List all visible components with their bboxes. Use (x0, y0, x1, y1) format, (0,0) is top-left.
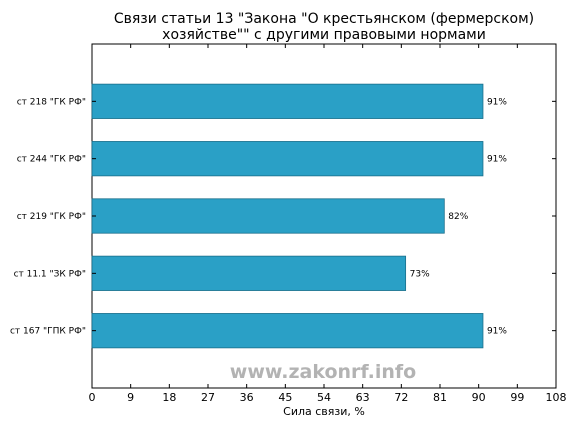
x-axis-label: Сила связи, % (283, 405, 365, 418)
data-label: 91% (487, 327, 507, 337)
x-tick-label: 63 (356, 391, 370, 404)
watermark-text: www.zakonrf.info (230, 361, 416, 383)
data-label: 82% (448, 212, 468, 222)
x-tick-label: 0 (89, 391, 96, 404)
x-tick-label: 81 (433, 391, 447, 404)
bar (91, 141, 484, 177)
bar (91, 83, 484, 119)
x-tick-label: 108 (546, 391, 567, 404)
x-tick-label: 54 (317, 391, 331, 404)
x-tick-label: 27 (201, 391, 215, 404)
x-tick-label: 90 (472, 391, 486, 404)
chart-title-line-1: Связи статьи 13 "Закона "О крестьянском … (114, 11, 534, 27)
chart-title-line-2: хозяйстве"" с другими правовыми нормами (162, 27, 486, 43)
bar (91, 255, 407, 291)
category-label: ст 244 "ГК РФ" (17, 155, 86, 165)
data-label: 91% (487, 97, 507, 107)
bar (91, 198, 445, 234)
bars-group: ст 218 "ГК РФ" 91% ст 244 "ГК РФ" 91% ст 219… (10, 83, 556, 349)
data-label: 73% (410, 269, 430, 279)
x-tick-label: 99 (510, 391, 524, 404)
x-tick-label: 18 (162, 391, 176, 404)
x-axis-ticks: 0 9 18 27 36 45 54 63 72 81 90 99 108 (89, 44, 567, 404)
category-label: ст 11.1 "ЗК РФ" (14, 269, 86, 279)
x-tick-label: 45 (278, 391, 292, 404)
data-label: 91% (487, 155, 507, 165)
x-tick-label: 72 (394, 391, 408, 404)
x-tick-label: 9 (127, 391, 134, 404)
category-label: ст 167 "ГПК РФ" (10, 327, 86, 337)
category-label: ст 218 "ГК РФ" (17, 97, 86, 107)
category-label: ст 219 "ГК РФ" (17, 212, 86, 222)
x-tick-label: 36 (240, 391, 254, 404)
bar (91, 313, 484, 349)
